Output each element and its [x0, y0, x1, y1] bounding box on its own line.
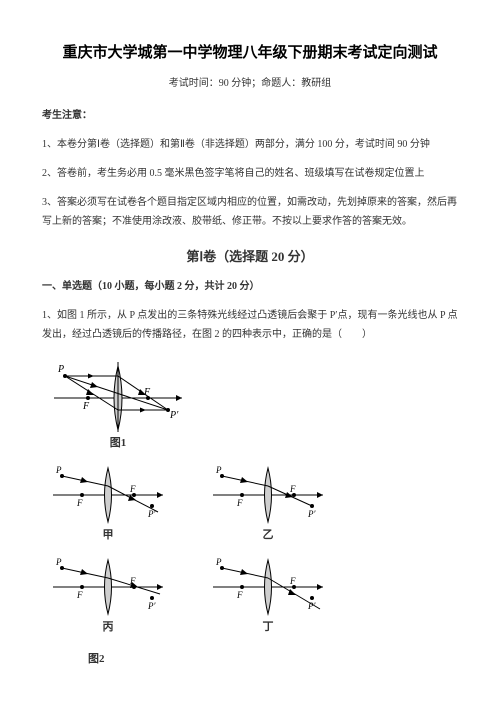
svg-text:F: F [289, 484, 296, 494]
notice-head: 考生注意： [42, 107, 458, 125]
svg-text:P: P [57, 364, 64, 375]
svg-text:F: F [289, 576, 296, 586]
section-1-head: 第Ⅰ卷（选择题 20 分） [42, 245, 458, 268]
svg-text:P: P [55, 465, 62, 475]
svg-text:F: F [82, 401, 90, 412]
svg-text:P: P [215, 465, 222, 475]
svg-text:P′: P′ [147, 601, 156, 611]
opt-bing-svg: P F F P′ [48, 554, 168, 616]
svg-text:P: P [55, 557, 62, 567]
fig2-label: 图2 [88, 650, 105, 670]
option-ding: P F F P′ 丁 [208, 554, 328, 638]
question-1: 1、如图 1 所示，从 P 点发出的三条特殊光线经过凸透镜后会聚于 P′点，现有… [42, 306, 458, 344]
opt-ding-svg: P F F P′ [208, 554, 328, 616]
fig1-label: 图1 [110, 434, 127, 454]
svg-text:F: F [129, 576, 136, 586]
opt-bing-label: 丙 [103, 618, 114, 638]
option-bing: P F F P′ 丙 [48, 554, 168, 638]
svg-text:P′: P′ [169, 410, 179, 421]
instruction-3: 3、答案必须写在试卷各个题目指定区域内相应的位置，如需改动，先划掉原来的答案，然… [42, 193, 458, 231]
opt-ding-label: 丁 [263, 618, 274, 638]
opt-jia-svg: P F F P′ [48, 462, 168, 524]
svg-text:P′: P′ [147, 509, 156, 519]
svg-text:F: F [236, 590, 243, 600]
svg-text:F: F [236, 498, 243, 508]
opt-yi-svg: P F F P′ [208, 462, 328, 524]
figures-container: P F F P′ 图1 P F F [48, 358, 458, 669]
svg-text:P′: P′ [307, 509, 316, 519]
svg-text:F: F [76, 590, 83, 600]
page-title: 重庆市大学城第一中学物理八年级下册期末考试定向测试 [42, 40, 458, 67]
option-yi: P F F P′ 乙 [208, 462, 328, 546]
figure-1: P F F P′ 图1 [48, 358, 188, 454]
opt-yi-label: 乙 [263, 526, 274, 546]
svg-text:P′: P′ [307, 601, 316, 611]
fig2-row1: P F F P′ 甲 P F F [48, 462, 328, 546]
part-head: 一、单选题（10 小题，每小题 2 分，共计 20 分） [42, 278, 458, 296]
fig2-row2: P F F P′ 丙 P F F [48, 554, 328, 638]
opt-jia-label: 甲 [103, 526, 114, 546]
option-jia: P F F P′ 甲 [48, 462, 168, 546]
fig1-svg: P F F P′ [48, 358, 188, 432]
page-subtitle: 考试时间：90 分钟；命题人：教研组 [42, 75, 458, 93]
instruction-2: 2、答卷前，考生务必用 0.5 毫米黑色签字笔将自己的姓名、班级填写在试卷规定位… [42, 164, 458, 183]
svg-text:F: F [143, 387, 151, 398]
svg-text:P: P [215, 557, 222, 567]
svg-text:F: F [76, 498, 83, 508]
svg-text:F: F [129, 484, 136, 494]
instruction-1: 1、本卷分第Ⅰ卷（选择题）和第Ⅱ卷（非选择题）两部分，满分 100 分，考试时间… [42, 135, 458, 154]
